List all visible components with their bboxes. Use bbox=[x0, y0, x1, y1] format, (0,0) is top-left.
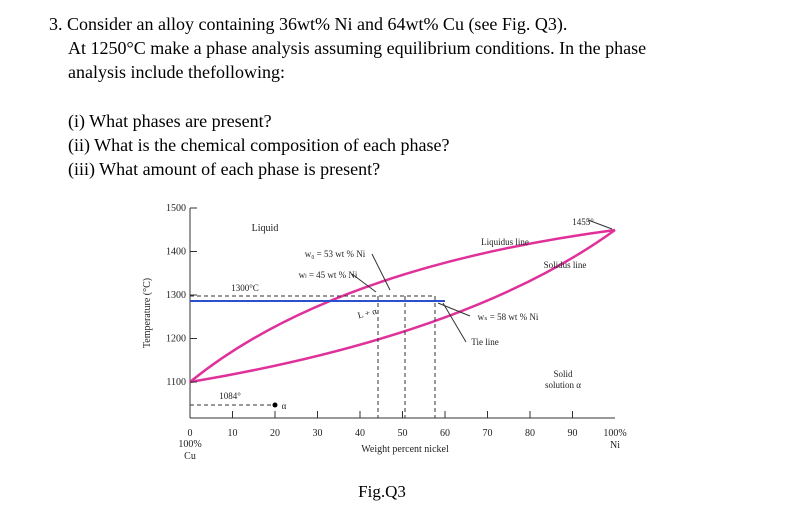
dashed-verticals bbox=[377, 296, 436, 418]
subquestion: (iii) What amount of each phase is prese… bbox=[68, 159, 380, 180]
annotation: Liquidus line bbox=[481, 237, 529, 247]
y-tick-label: 1100 bbox=[166, 377, 186, 388]
annotation: L + α bbox=[357, 306, 379, 321]
annotation: 1300°C bbox=[231, 283, 259, 293]
x-end-label: 100% bbox=[603, 428, 626, 439]
phase-diagram: Temperature (°C) Weight percent nickel 1… bbox=[142, 203, 627, 501]
annotation: wₛ = 58 wt % Ni bbox=[478, 312, 539, 322]
x-tick-label: 60 bbox=[440, 428, 450, 439]
annotation: 1084° bbox=[219, 391, 241, 401]
y-tick-label: 1200 bbox=[166, 334, 186, 345]
x-tick-label: 30 bbox=[313, 428, 323, 439]
annotation: Solidus line bbox=[544, 260, 587, 270]
point-a bbox=[272, 402, 278, 408]
subquestion: (i) What phases are present? bbox=[68, 111, 272, 132]
annotation: Liquid bbox=[252, 223, 279, 234]
leader-lines bbox=[351, 219, 613, 343]
question-line: At 1250°C make a phase analysis assuming… bbox=[68, 38, 646, 58]
x-end-label: Ni bbox=[610, 440, 620, 451]
annotation: Tie line bbox=[471, 337, 498, 347]
x-tick-label: 40 bbox=[355, 428, 365, 439]
x-tick-label: 50 bbox=[398, 428, 408, 439]
annotation: α bbox=[282, 401, 287, 411]
x-tick-label: 0 bbox=[188, 428, 193, 439]
x-tick-label: 80 bbox=[525, 428, 535, 439]
x-axis-label: Weight percent nickel bbox=[361, 444, 449, 455]
x-tick-label: 90 bbox=[568, 428, 578, 439]
annotation: w₀ = 53 wt % Ni bbox=[305, 249, 366, 259]
x-end-label: Cu bbox=[184, 451, 196, 462]
annotation: Solid bbox=[553, 369, 573, 379]
x-tick-label: 20 bbox=[270, 428, 280, 439]
x-end-label: 100% bbox=[178, 439, 201, 450]
y-tick-label: 1400 bbox=[166, 247, 186, 258]
annotation: solution α bbox=[545, 380, 581, 390]
y-tick-label: 1500 bbox=[166, 203, 186, 214]
x-tick-label: 70 bbox=[483, 428, 493, 439]
y-axis-label: Temperature (°C) bbox=[142, 278, 153, 348]
annotation: wₗ = 45 wt % Ni bbox=[299, 270, 358, 280]
x-tick-label: 10 bbox=[228, 428, 238, 439]
y-tick-label: 1300 bbox=[166, 290, 186, 301]
question-line: analysis include thefollowing: bbox=[68, 62, 285, 82]
annotation: 1455° bbox=[572, 217, 594, 227]
solidus-curve bbox=[189, 228, 616, 384]
question-line: 3. Consider an alloy containing 36wt% Ni… bbox=[49, 14, 567, 35]
liquidus-curve bbox=[189, 228, 616, 383]
figure-caption: Fig.Q3 bbox=[358, 482, 406, 501]
subquestion: (ii) What is the chemical composition of… bbox=[68, 135, 450, 156]
